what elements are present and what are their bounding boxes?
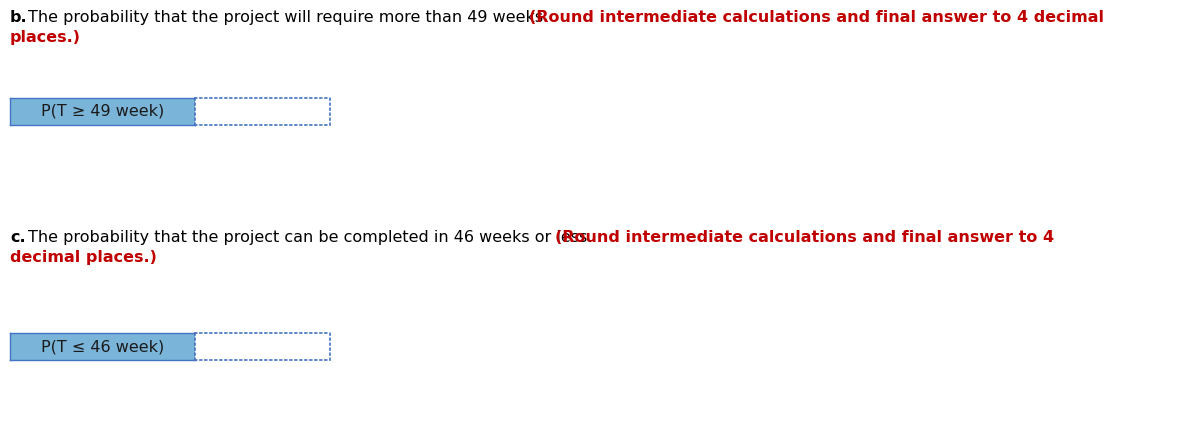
Text: (Round intermediate calculations and final answer to 4 decimal: (Round intermediate calculations and fin…	[529, 10, 1104, 25]
Text: c.: c.	[10, 230, 25, 245]
Text: The probability that the project can be completed in 46 weeks or less.: The probability that the project can be …	[28, 230, 598, 245]
Text: P(T ≥ 49 week): P(T ≥ 49 week)	[41, 104, 164, 119]
Text: (Round intermediate calculations and final answer to 4: (Round intermediate calculations and fin…	[554, 230, 1054, 245]
Text: The probability that the project will require more than 49 weeks.: The probability that the project will re…	[28, 10, 553, 25]
Text: P(T ≤ 46 week): P(T ≤ 46 week)	[41, 339, 164, 354]
Text: places.): places.)	[10, 30, 82, 45]
Text: b.: b.	[10, 10, 28, 25]
Text: decimal places.): decimal places.)	[10, 250, 157, 265]
